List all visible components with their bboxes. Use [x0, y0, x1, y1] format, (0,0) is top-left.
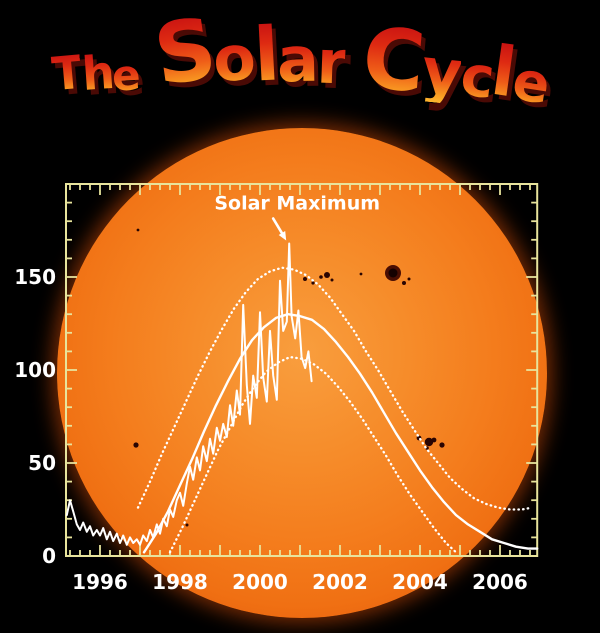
- solar-maximum-label: Solar Maximum: [214, 193, 380, 215]
- x-axis-label: 2002: [312, 570, 368, 594]
- y-axis-label: 100: [14, 358, 56, 382]
- x-axis-label: 1998: [152, 570, 208, 594]
- annotation-arrow: [271, 217, 284, 235]
- sunspot: [324, 272, 330, 278]
- sunspot: [439, 442, 445, 448]
- sunspot: [303, 277, 307, 281]
- sunspot: [407, 277, 411, 281]
- sunspot: [319, 275, 323, 279]
- x-axis-label: 1996: [72, 570, 128, 594]
- sunspot: [424, 437, 434, 447]
- x-axis-label: 2000: [232, 570, 288, 594]
- series-prediction-lower-bound: [168, 355, 460, 556]
- series-observed-monthly-sunspot-number: [65, 242, 313, 546]
- series-predicted-smoothed: [142, 313, 539, 554]
- sunspot: [311, 281, 315, 285]
- x-axis-label: 2006: [472, 570, 528, 594]
- x-axis-label: 2004: [392, 570, 448, 594]
- sunspot: [133, 442, 139, 448]
- annotation-arrowhead: [278, 231, 287, 241]
- sunspot: [359, 272, 363, 276]
- axes-box: [65, 183, 539, 557]
- sunspot: [402, 281, 406, 285]
- sunspot: [431, 437, 437, 443]
- sunspot-core: [388, 268, 398, 278]
- y-axis-label: 150: [14, 265, 56, 289]
- series-prediction-upper-bound: [136, 266, 534, 511]
- y-axis-label: 0: [42, 544, 56, 568]
- sunspot: [185, 523, 189, 527]
- sun-image: [57, 128, 547, 618]
- sunspot: [330, 278, 334, 282]
- sunspot: [136, 228, 140, 232]
- y-axis-label: 50: [28, 451, 56, 475]
